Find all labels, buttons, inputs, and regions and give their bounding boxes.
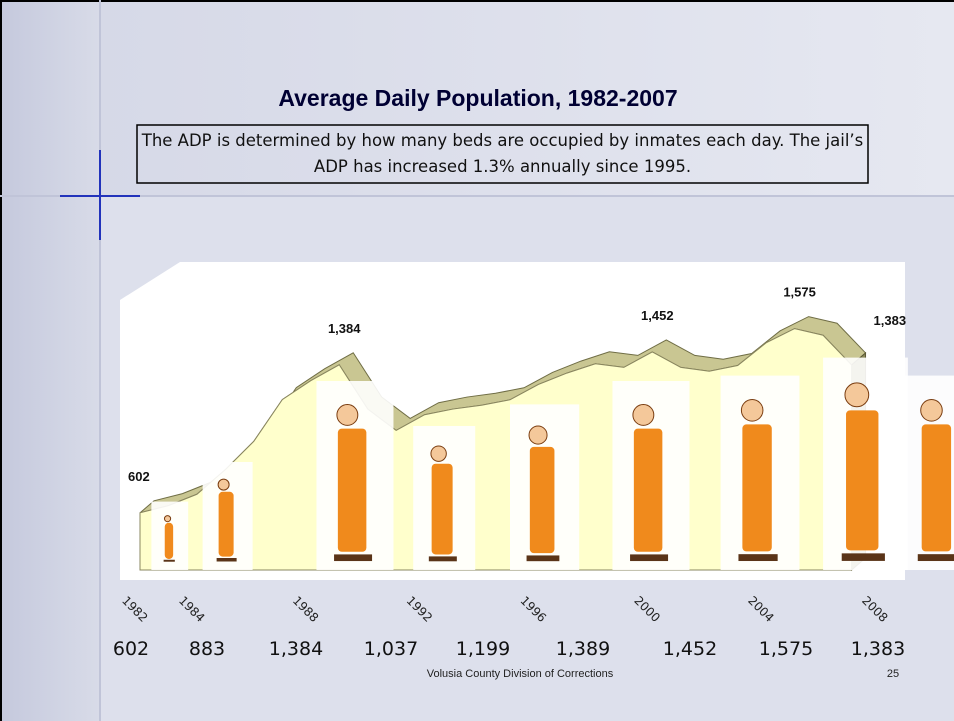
summary-value: 1,383	[851, 638, 905, 660]
figure-body	[219, 492, 234, 557]
figure-shoes	[164, 560, 175, 562]
figure-body	[338, 429, 367, 552]
summary-value: 1,199	[456, 638, 510, 660]
figure-shoes	[429, 556, 457, 561]
data-label: 602	[128, 469, 150, 484]
figure-shoes	[918, 554, 954, 561]
summary-value: 1,389	[556, 638, 610, 660]
figure-body	[742, 424, 771, 551]
slide: Average Daily Population, 1982-2007 The …	[0, 0, 954, 721]
figure-body	[165, 523, 173, 559]
footer-source: Volusia County Division of Corrections	[427, 668, 614, 680]
figure-head	[921, 400, 943, 422]
figure-body	[530, 447, 555, 553]
inmate-figure	[203, 462, 253, 570]
chart-title: Average Daily Population, 1982-2007	[278, 85, 677, 111]
summary-value: 883	[189, 638, 225, 660]
figure-head	[164, 516, 170, 522]
subtitle: The ADP is determined by how many beds a…	[140, 128, 865, 180]
figure-body	[846, 410, 878, 550]
figure-shoes	[217, 558, 237, 562]
figure-shoes	[630, 554, 668, 561]
summary-value: 1,037	[364, 638, 418, 660]
figure-shoes	[334, 554, 372, 561]
inmate-figure	[151, 502, 188, 570]
subtitle-holder: The ADP is determined by how many beds a…	[140, 128, 865, 182]
inmate-figure	[823, 358, 908, 570]
side-strip	[0, 0, 100, 721]
figure-body	[634, 429, 663, 552]
summary-value: 1,452	[663, 638, 717, 660]
data-label: 1,383	[874, 313, 907, 328]
figure-shoes	[842, 553, 885, 561]
inmate-figure	[413, 426, 475, 570]
summary-value: 602	[113, 638, 149, 660]
figure-head	[845, 383, 869, 407]
figure-head	[218, 479, 229, 490]
figure-body	[922, 424, 951, 551]
data-label: 1,452	[641, 308, 674, 323]
figure-head	[337, 404, 358, 425]
inmate-figure	[316, 381, 393, 570]
figure-head	[529, 426, 547, 444]
summary-value: 1,575	[759, 638, 813, 660]
page-number: 25	[887, 668, 899, 680]
inmate-figure	[721, 376, 800, 570]
data-label: 1,384	[328, 321, 361, 336]
figure-head	[633, 404, 654, 425]
data-label: 1,575	[783, 285, 816, 300]
figure-shoes	[738, 554, 777, 561]
inmate-figure	[900, 376, 954, 570]
inmate-figure	[510, 404, 579, 570]
figure-head	[431, 446, 446, 461]
figure-shoes	[527, 555, 560, 561]
figure-head	[741, 400, 763, 422]
figure-body	[432, 464, 453, 555]
inmate-figure	[612, 381, 689, 570]
summary-value: 1,384	[269, 638, 323, 660]
